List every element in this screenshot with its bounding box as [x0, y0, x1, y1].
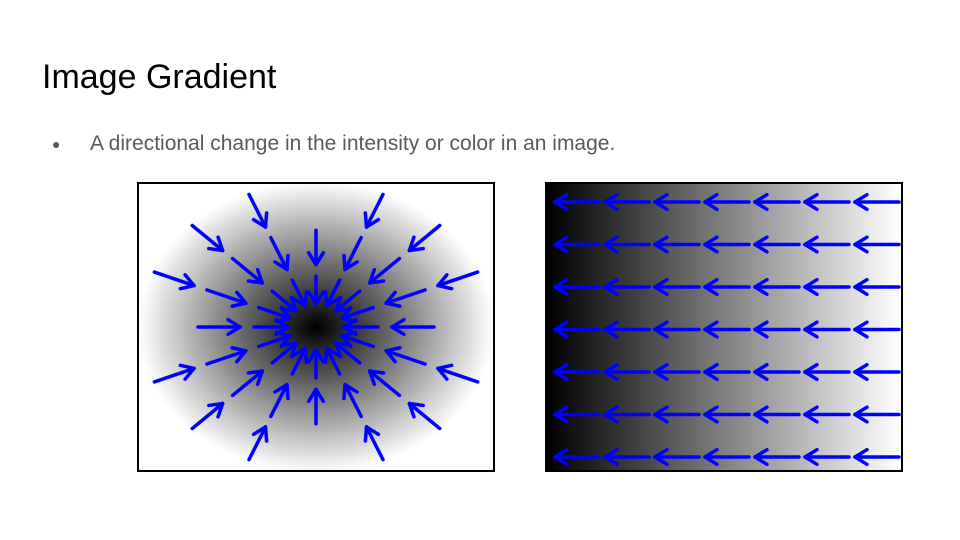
radial-arrow-icon [152, 270, 196, 291]
left-arrow-icon [603, 277, 651, 297]
radial-arrow-icon [269, 382, 290, 419]
radial-arrow-icon [342, 382, 363, 419]
radial-arrow-icon [340, 305, 376, 324]
radial-arrow-icon [270, 289, 298, 313]
left-arrow-icon [703, 320, 751, 339]
radial-arrow-icon [196, 317, 242, 337]
left-arrow-icon [603, 320, 651, 339]
bullet-text: A directional change in the intensity or… [90, 132, 616, 155]
left-arrow-icon [653, 235, 701, 254]
radial-arrow-icon [247, 192, 269, 229]
left-arrow-icon [753, 277, 801, 297]
radial-arrow-icon [334, 289, 362, 313]
left-arrow-icon [603, 405, 651, 424]
radial-arrow-icon [367, 369, 402, 398]
left-arrow-icon [803, 235, 851, 254]
radial-arrow-icon [290, 278, 309, 308]
radial-arrow-icon [306, 348, 326, 380]
radial-arrow-icon [436, 270, 480, 291]
left-arrow-icon [703, 405, 751, 424]
radial-arrow-icon [384, 288, 427, 308]
left-arrow-icon [753, 320, 801, 339]
left-arrow-icon [853, 320, 901, 339]
radial-arrow-icon [334, 341, 362, 365]
radial-arrow-icon [190, 401, 225, 431]
radial-arrow-icon [252, 317, 290, 337]
radial-arrow-icon [367, 256, 402, 285]
left-arrow-icon [703, 362, 751, 382]
left-arrow-icon [653, 277, 701, 297]
radial-arrow-icon [342, 317, 380, 337]
left-arrow-icon [803, 447, 851, 467]
radial-arrow-icon [323, 346, 342, 376]
bullet-item: ● A directional change in the intensity … [52, 132, 615, 156]
left-arrow-icon [703, 277, 751, 297]
left-arrow-icon [853, 235, 901, 254]
left-arrow-icon [753, 192, 801, 212]
left-arrow-icon [853, 362, 901, 382]
horizontal-gradient-image [545, 182, 903, 472]
bullet-dot-icon: ● [52, 136, 61, 152]
left-arrow-icon [803, 405, 851, 424]
left-arrow-icon [753, 362, 801, 382]
left-arrow-icon [703, 192, 751, 212]
radial-arrow-icon [363, 425, 385, 462]
left-arrow-icon [853, 192, 901, 212]
radial-arrow-icon [230, 256, 265, 285]
left-arrow-icon [653, 447, 701, 467]
left-arrow-icon [853, 405, 901, 424]
radial-arrow-icon [205, 346, 248, 366]
left-arrow-icon [803, 192, 851, 212]
radial-arrow-icon [306, 228, 326, 267]
radial-arrow-field [152, 192, 480, 462]
radial-arrow-icon [323, 278, 342, 308]
left-arrow-icon [803, 320, 851, 339]
left-arrow-icon [553, 320, 601, 339]
radial-arrow-icon [436, 363, 480, 384]
radial-arrow-icon [230, 369, 265, 398]
left-arrow-icon [753, 405, 801, 424]
radial-arrow-icon [152, 363, 196, 384]
left-arrow-icon [703, 235, 751, 254]
radial-arrow-icon [306, 274, 326, 306]
left-arrow-icon [653, 362, 701, 382]
left-arrow-icon [803, 362, 851, 382]
radial-arrow-icon [247, 425, 269, 462]
left-arrow-icon [603, 235, 651, 254]
radial-arrow-icon [190, 223, 225, 253]
left-arrow-icon [553, 192, 601, 212]
left-arrow-icon [553, 405, 601, 424]
left-arrow-icon [603, 362, 651, 382]
radial-arrow-icon [269, 235, 290, 272]
left-arrow-icon [853, 277, 901, 297]
left-arrow-icon [603, 192, 651, 212]
radial-arrow-icon [306, 387, 326, 426]
left-arrow-icon [753, 447, 801, 467]
radial-arrow-icon [270, 341, 298, 365]
horizontal-arrow-field [553, 192, 901, 467]
left-arrow-icon [653, 320, 701, 339]
radial-arrow-icon [384, 346, 427, 366]
radial-arrow-icon [342, 235, 363, 272]
slide-title: Image Gradient [42, 58, 277, 96]
left-arrow-icon [553, 277, 601, 297]
left-arrow-icon [553, 447, 601, 467]
radial-arrow-icon [407, 223, 442, 253]
left-arrow-icon [553, 362, 601, 382]
left-arrow-icon [853, 447, 901, 467]
left-arrow-icon [653, 192, 701, 212]
left-arrow-icon [803, 277, 851, 297]
radial-arrow-icon [363, 192, 385, 229]
left-arrow-icon [753, 235, 801, 254]
radial-arrow-icon [205, 288, 248, 308]
left-arrow-icon [553, 235, 601, 254]
radial-gradient-image [137, 182, 495, 472]
left-arrow-icon [653, 405, 701, 424]
left-arrow-icon [603, 447, 651, 467]
radial-arrow-icon [407, 401, 442, 431]
radial-arrow-icon [390, 317, 436, 337]
radial-arrow-icon [290, 346, 309, 376]
left-arrow-icon [703, 447, 751, 467]
